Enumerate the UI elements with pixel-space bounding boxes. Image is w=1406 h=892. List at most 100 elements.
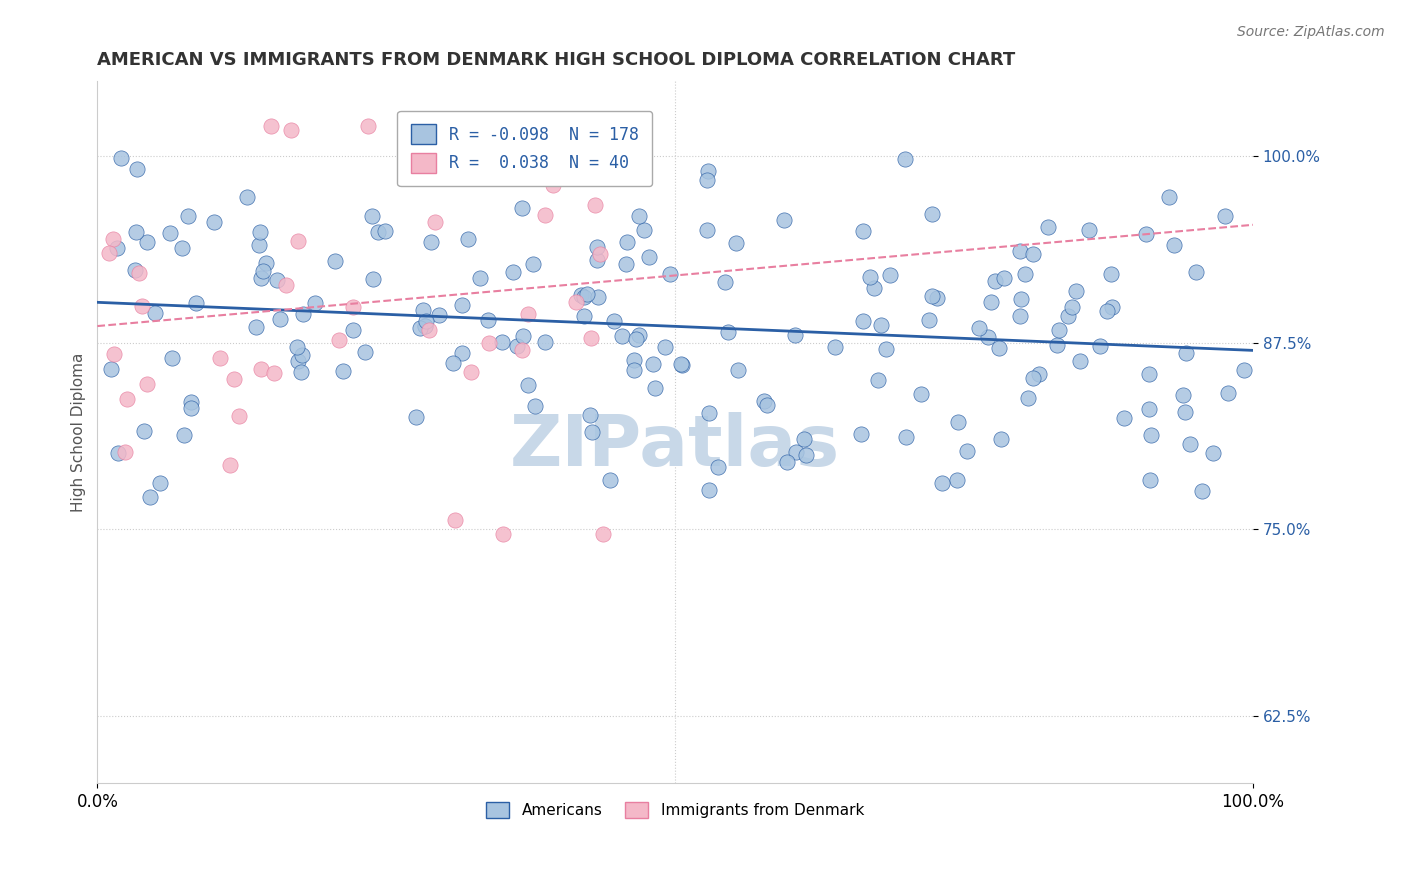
Point [418,323,440,337]
Point [245,319,267,334]
Point [304,296,326,310]
Point [1140,428,1163,442]
Point [894,430,917,444]
Point [863,280,886,294]
Point [571,288,593,302]
Point [357,119,380,133]
Point [921,207,943,221]
Point [328,333,350,347]
Point [291,348,314,362]
Point [671,358,693,372]
Point [1046,337,1069,351]
Point [367,225,389,239]
Point [586,290,609,304]
Point [502,265,524,279]
Point [623,363,645,377]
Point [125,225,148,239]
Point [114,445,136,459]
Point [413,319,436,334]
Point [342,323,364,337]
Point [785,445,807,459]
Point [644,381,666,395]
Text: AMERICAN VS IMMIGRANTS FROM DENMARK HIGH SCHOOL DIPLOMA CORRELATION CHART: AMERICAN VS IMMIGRANTS FROM DENMARK HIGH… [97,51,1015,69]
Point [1060,300,1083,314]
Point [572,310,595,324]
Point [714,276,737,290]
Point [468,271,491,285]
Point [599,473,621,487]
Point [603,314,626,328]
Point [408,320,430,334]
Point [894,152,917,166]
Point [285,340,308,354]
Point [228,409,250,423]
Point [170,241,193,255]
Point [578,409,600,423]
Point [180,401,202,415]
Point [990,432,1012,446]
Point [280,123,302,137]
Point [491,334,513,349]
Point [1097,304,1119,318]
Point [859,270,882,285]
Point [669,357,692,371]
Point [138,490,160,504]
Point [727,362,749,376]
Point [494,144,516,158]
Point [224,371,246,385]
Point [583,198,606,212]
Point [1038,219,1060,234]
Point [627,209,650,223]
Point [162,351,184,365]
Point [921,289,943,303]
Point [696,173,718,187]
Point [457,232,479,246]
Point [173,428,195,442]
Point [477,312,499,326]
Point [1056,309,1078,323]
Text: ZIPatlas: ZIPatlas [510,412,841,481]
Point [260,119,283,133]
Point [441,356,464,370]
Point [263,366,285,380]
Point [796,448,818,462]
Point [925,291,948,305]
Point [1099,267,1122,281]
Point [342,300,364,314]
Point [533,334,555,349]
Point [1173,387,1195,401]
Point [946,415,969,429]
Point [1157,189,1180,203]
Point [1191,483,1213,498]
Point [1213,209,1236,223]
Point [128,266,150,280]
Point [97,246,120,260]
Point [1137,368,1160,382]
Point [512,329,534,343]
Point [851,223,873,237]
Point [208,351,231,365]
Point [592,527,614,541]
Point [423,215,446,229]
Point [1175,346,1198,360]
Point [1139,473,1161,487]
Point [1008,309,1031,323]
Point [910,386,932,401]
Point [451,345,474,359]
Point [1017,391,1039,405]
Point [533,208,555,222]
Point [581,425,603,439]
Point [1101,300,1123,314]
Point [875,342,897,356]
Point [988,341,1011,355]
Point [849,427,872,442]
Point [931,476,953,491]
Point [725,236,748,251]
Point [824,340,846,354]
Point [1178,437,1201,451]
Point [290,365,312,379]
Point [564,295,586,310]
Point [107,445,129,459]
Point [177,209,200,223]
Point [755,398,778,412]
